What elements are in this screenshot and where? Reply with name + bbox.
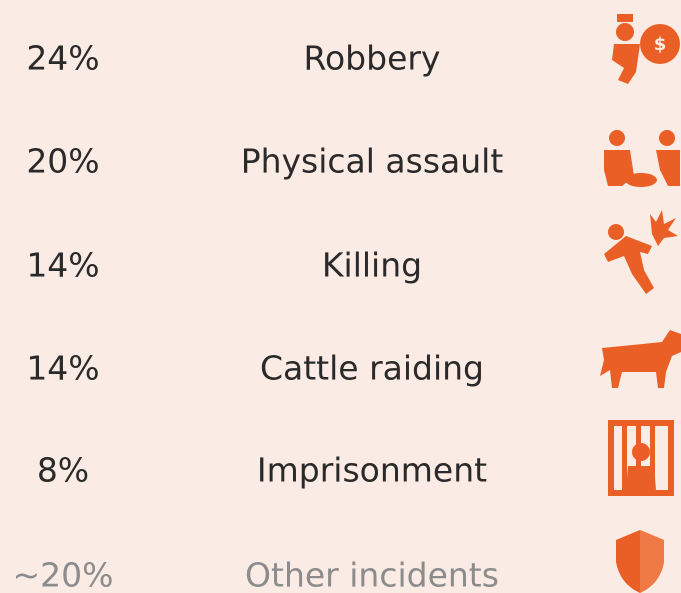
incident-label: Physical assault bbox=[241, 142, 504, 181]
share: 20% bbox=[26, 142, 99, 181]
share: 14% bbox=[26, 246, 99, 285]
svg-text:$: $ bbox=[654, 34, 667, 55]
share: 8% bbox=[37, 451, 89, 490]
imprisonment-icon bbox=[608, 420, 674, 496]
share: 14% bbox=[26, 349, 99, 388]
other-icon bbox=[616, 530, 664, 593]
robbery-icon: $ bbox=[612, 14, 680, 84]
killing-icon bbox=[604, 210, 678, 294]
share: 24% bbox=[26, 39, 99, 78]
assault-icon bbox=[604, 130, 680, 187]
incident-label: Cattle raiding bbox=[260, 349, 484, 388]
incident-label: Robbery bbox=[304, 39, 441, 78]
share: ~20% bbox=[13, 556, 114, 593]
incident-label: Other incidents bbox=[245, 556, 499, 593]
cattle-icon bbox=[600, 330, 681, 388]
incident-label: Killing bbox=[322, 246, 422, 285]
incident-label: Imprisonment bbox=[257, 451, 487, 490]
